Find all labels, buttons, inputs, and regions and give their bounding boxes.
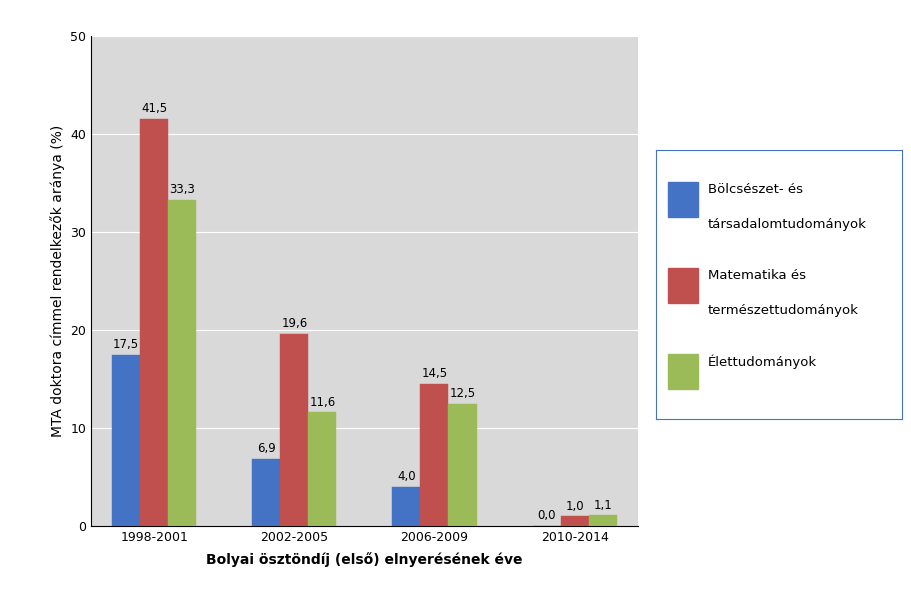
Text: 14,5: 14,5 [422, 367, 447, 380]
FancyBboxPatch shape [668, 268, 698, 303]
Text: 11,6: 11,6 [309, 395, 335, 408]
Text: 12,5: 12,5 [449, 387, 476, 399]
Bar [393, 487, 421, 526]
Bar [140, 119, 169, 526]
Text: 17,5: 17,5 [113, 338, 139, 350]
FancyBboxPatch shape [668, 354, 698, 389]
Text: Bölcsészet- és: Bölcsészet- és [708, 184, 803, 196]
Bar [589, 515, 617, 526]
Text: természettudományok: természettudományok [708, 304, 858, 318]
Bar [448, 404, 476, 526]
Bar [421, 384, 448, 526]
Text: Élettudományok: Élettudományok [708, 355, 816, 370]
X-axis label: Bolyai ösztöndíj (első) elnyerésének éve: Bolyai ösztöndíj (első) elnyerésének éve [206, 553, 523, 568]
Text: 0,0: 0,0 [537, 509, 556, 522]
Text: 1,1: 1,1 [593, 499, 612, 511]
Text: társadalomtudományok: társadalomtudományok [708, 218, 866, 231]
Text: 33,3: 33,3 [169, 183, 195, 196]
Bar [308, 413, 336, 526]
Bar [281, 334, 308, 526]
Bar [252, 459, 281, 526]
Text: 1,0: 1,0 [566, 499, 584, 512]
Text: 4,0: 4,0 [397, 470, 415, 483]
Text: 19,6: 19,6 [281, 317, 307, 330]
Bar [169, 200, 196, 526]
Bar [560, 517, 589, 526]
Text: Matematika és: Matematika és [708, 270, 805, 282]
FancyBboxPatch shape [668, 182, 698, 216]
Bar [112, 355, 140, 526]
Text: 41,5: 41,5 [141, 102, 168, 115]
Text: 6,9: 6,9 [257, 442, 276, 454]
Y-axis label: MTA doktora címmel rendelkezők aránya (%): MTA doktora címmel rendelkezők aránya (%… [50, 125, 65, 437]
